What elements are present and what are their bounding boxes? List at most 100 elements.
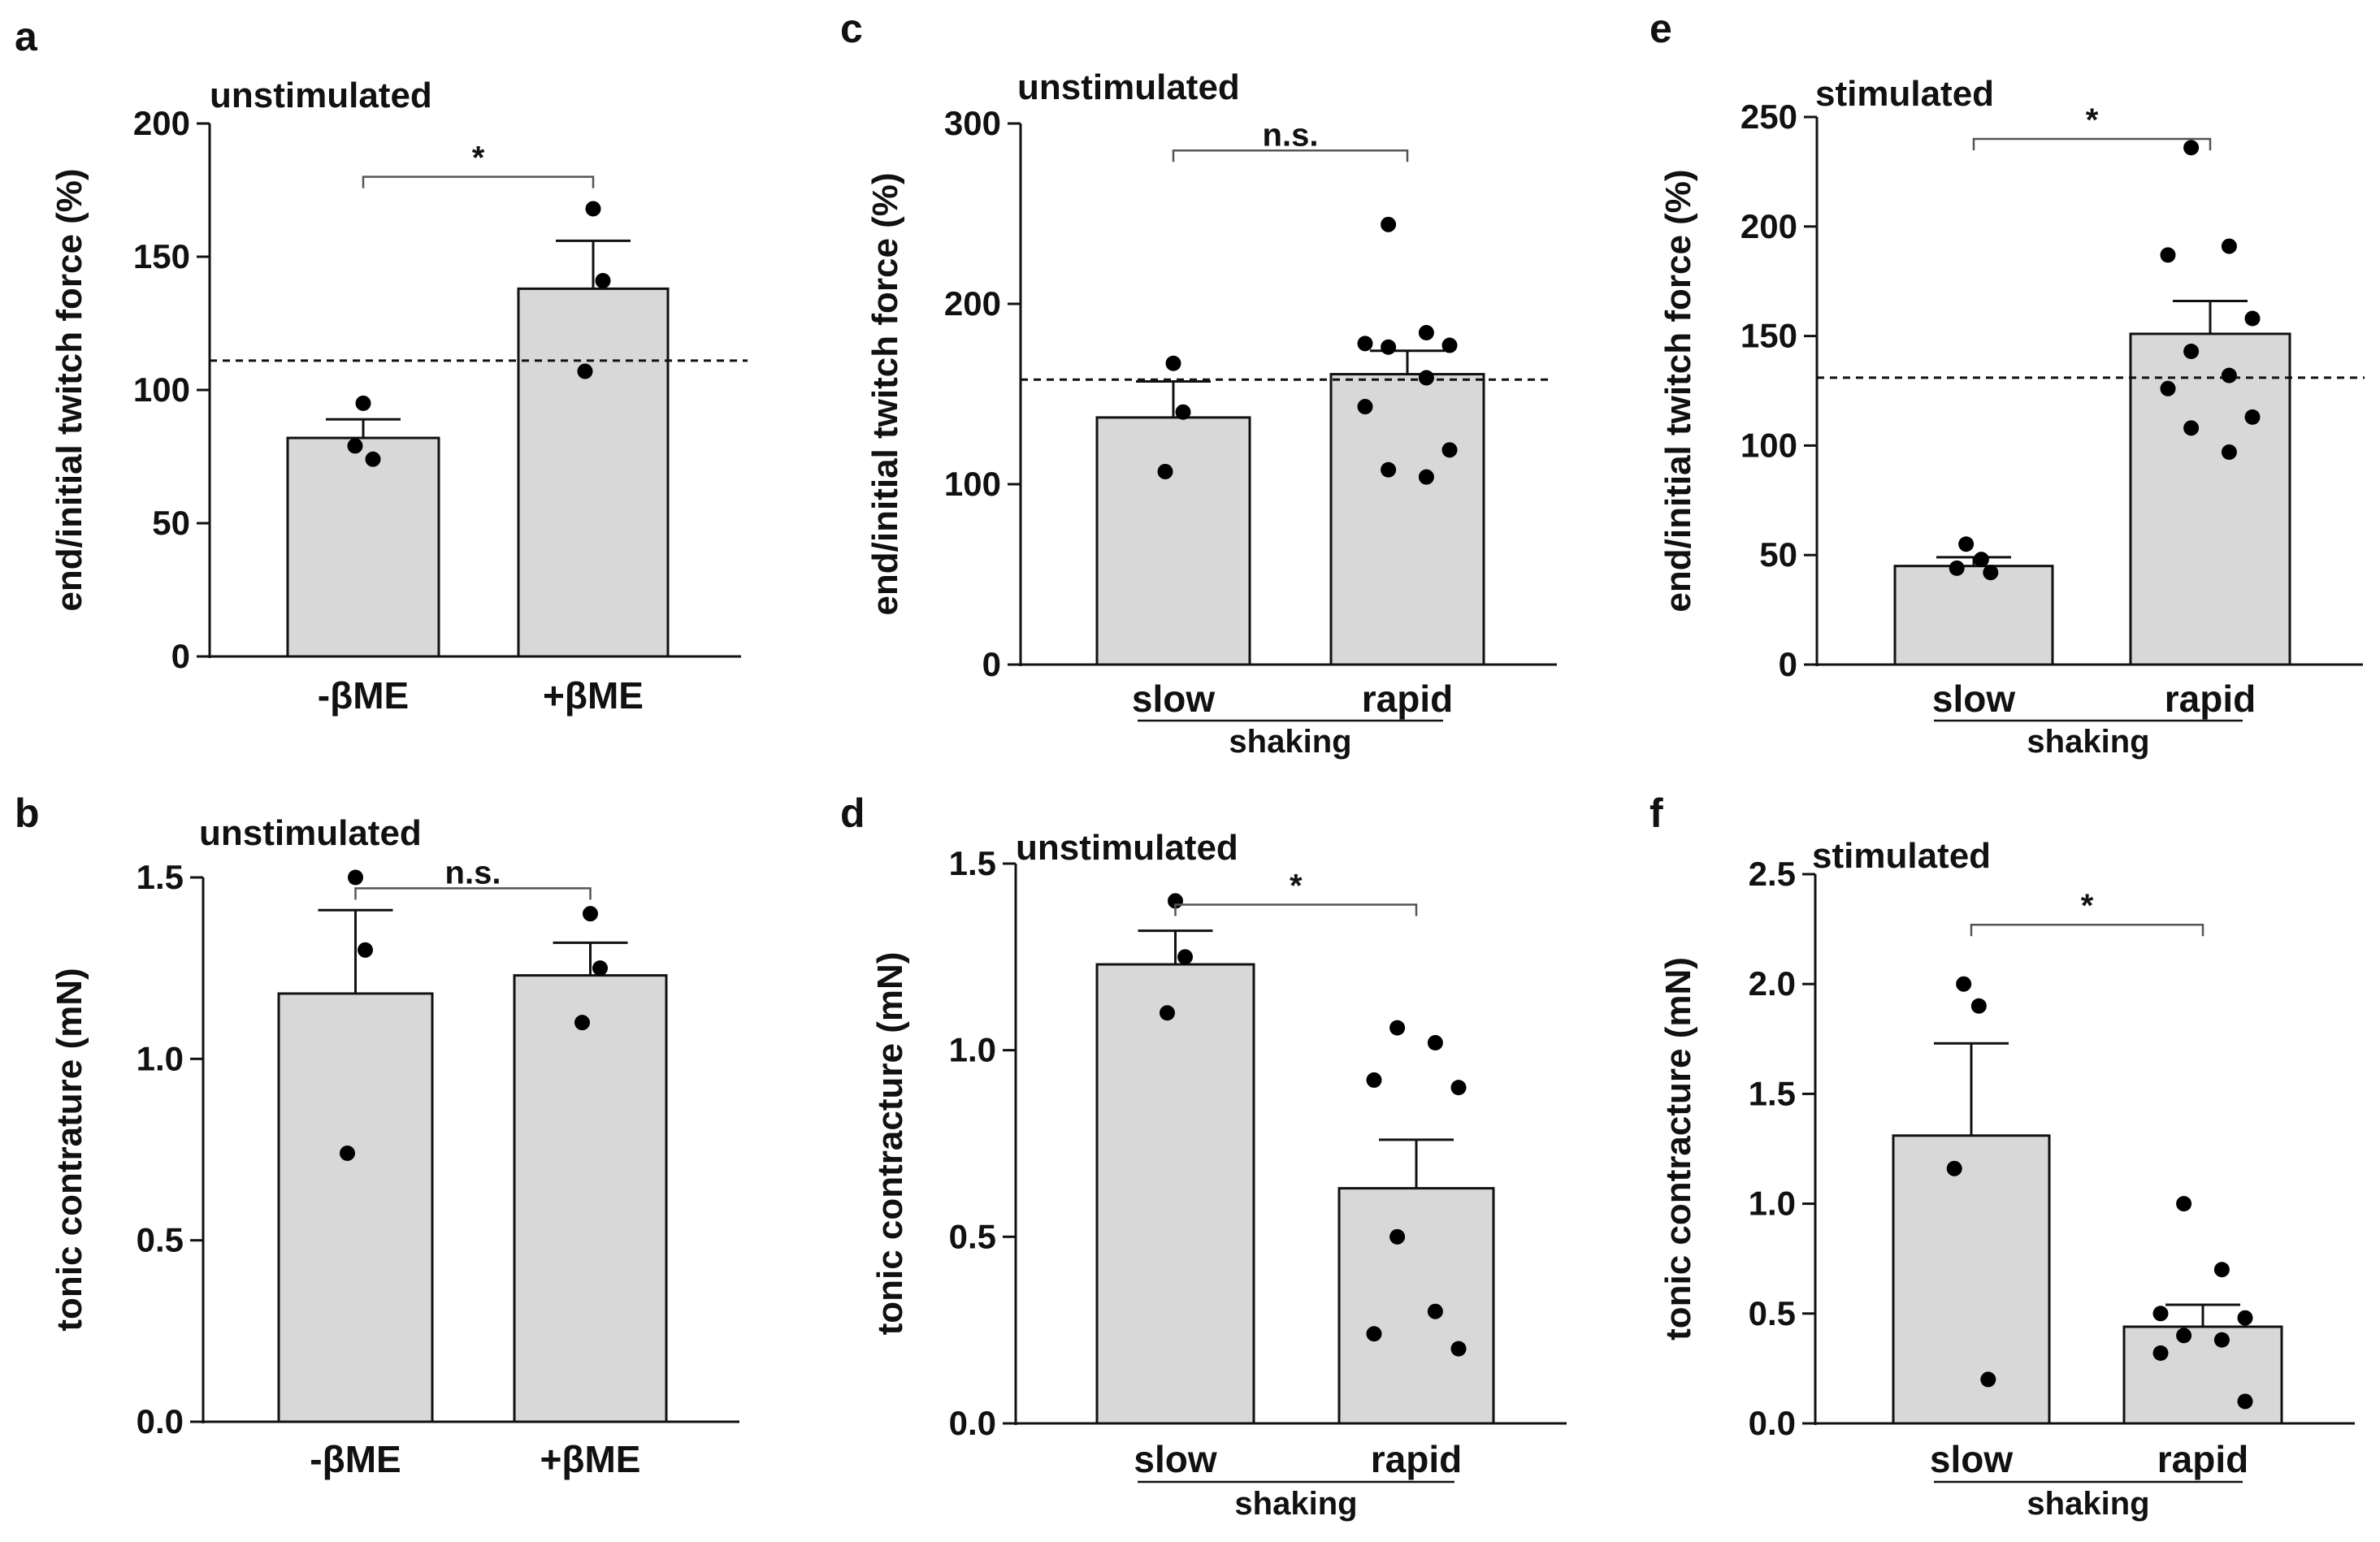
- category-label: rapid: [1371, 1438, 1462, 1480]
- data-point: [1160, 1005, 1175, 1021]
- y-tick-label: 100: [944, 465, 1001, 503]
- data-point: [2237, 1310, 2253, 1326]
- y-axis-label: tonic contrature (mN): [50, 968, 89, 1331]
- data-point: [574, 1015, 590, 1031]
- significance-label: n.s.: [1263, 117, 1319, 153]
- bar-2: [1329, 373, 1485, 666]
- y-tick-label: 1.5: [137, 858, 184, 896]
- data-point: [1427, 1303, 1443, 1319]
- group-label: shaking: [1229, 724, 1351, 760]
- y-tick-label: 2.0: [1749, 964, 1796, 1003]
- data-point: [1946, 1160, 1962, 1176]
- y-tick-label: 50: [152, 504, 190, 542]
- category-label: -βME: [310, 1438, 401, 1480]
- panel-letter: d: [840, 790, 865, 836]
- panel-letter: b: [15, 790, 40, 836]
- data-point: [1175, 404, 1191, 420]
- bar-1: [286, 436, 440, 658]
- significance-label: *: [1290, 868, 1303, 904]
- y-tick-label: 0.5: [949, 1217, 996, 1255]
- y-tick-label: 0: [982, 645, 1001, 683]
- y-axis-label: end/initial twitch force (%): [50, 168, 89, 611]
- data-point: [1956, 976, 1972, 992]
- data-point: [348, 869, 363, 886]
- data-point: [1949, 560, 1965, 576]
- panel-title: stimulated: [1812, 836, 1991, 876]
- significance-bracket: [1174, 903, 1418, 916]
- y-tick-label: 0.5: [1749, 1294, 1796, 1332]
- y-tick-label: 1.0: [137, 1039, 184, 1077]
- y-axis-label: tonic contracture (mN): [1658, 957, 1698, 1341]
- category-label: slow: [1132, 678, 1215, 720]
- data-point: [2221, 367, 2237, 383]
- data-point: [1980, 1371, 1996, 1388]
- data-point: [1418, 469, 1434, 485]
- panel-a: a unstimulated 0 50 100 150 200 end/initial twi…: [15, 14, 748, 717]
- bar-1: [1893, 565, 2054, 666]
- group-label: shaking: [2027, 724, 2149, 760]
- bar-2: [2122, 1325, 2283, 1425]
- y-tick-label: 0.0: [1749, 1404, 1796, 1442]
- data-point: [592, 960, 608, 977]
- significance-bracket: [354, 887, 592, 900]
- significance-bracket: [362, 175, 595, 188]
- data-point: [340, 1145, 355, 1161]
- data-point: [1418, 370, 1434, 386]
- y-axis-label: end/initial twitch force (%): [1658, 169, 1698, 612]
- panel-letter: a: [15, 14, 38, 59]
- y-tick-label: 50: [1759, 535, 1797, 574]
- data-point: [1441, 442, 1458, 458]
- data-point: [2237, 1393, 2253, 1410]
- bar-1: [1095, 416, 1251, 666]
- data-point: [2183, 420, 2200, 436]
- data-point: [1389, 1228, 1406, 1245]
- y-tick-label: 150: [1741, 317, 1797, 355]
- data-point: [1381, 216, 1397, 232]
- bar-1: [1095, 963, 1255, 1425]
- group-label: shaking: [2027, 1486, 2149, 1522]
- y-tick-label: 200: [944, 284, 1001, 323]
- bar-2: [2129, 332, 2291, 666]
- data-point: [1450, 1341, 1467, 1357]
- bar-2: [517, 287, 670, 658]
- y-tick-label: 0: [1779, 645, 1797, 683]
- data-point: [2183, 343, 2200, 359]
- panel-e: e stimulated 0 50 100 150 200 250 end/initial tw…: [1650, 6, 2365, 760]
- significance-bracket: [1172, 149, 1409, 162]
- data-point: [577, 363, 593, 379]
- data-point: [1165, 355, 1181, 371]
- panel-d: d unstimulated 0.0 0.5 1.0 1.5 tonic contractu…: [840, 790, 1567, 1522]
- bar-1: [1892, 1134, 2051, 1425]
- panel-c: c unstimulated 0 100 200 300 end/initial twitc…: [840, 6, 1557, 760]
- y-tick-label: 200: [1741, 207, 1797, 245]
- data-point: [583, 906, 598, 922]
- panel-title: stimulated: [1815, 74, 1994, 114]
- data-point: [2152, 1345, 2169, 1361]
- data-point: [2176, 1196, 2192, 1212]
- data-point: [2244, 409, 2261, 425]
- y-tick-label: 1.0: [1749, 1185, 1796, 1223]
- data-point: [1157, 463, 1173, 479]
- panel-letter: c: [840, 6, 863, 51]
- data-point: [1381, 339, 1397, 355]
- y-tick-label: 1.0: [949, 1031, 996, 1069]
- data-point: [2176, 1328, 2192, 1344]
- data-point: [2160, 247, 2176, 263]
- panel-title: unstimulated: [1017, 67, 1240, 107]
- bar-1: [277, 992, 434, 1423]
- panel-f: f stimulated 0.0 0.5 1.0 1.5 2.0 2.5 tonic contr…: [1650, 790, 2355, 1522]
- y-tick-label: 100: [1741, 426, 1797, 464]
- y-tick-label: 200: [133, 104, 190, 142]
- bar-2: [513, 974, 668, 1423]
- category-label: slow: [1930, 1438, 2013, 1480]
- data-point: [1357, 336, 1373, 352]
- data-point: [1958, 536, 1975, 552]
- data-point: [1427, 1034, 1443, 1050]
- data-point: [1441, 337, 1458, 353]
- category-label: +βME: [543, 674, 644, 717]
- data-point: [2152, 1306, 2169, 1322]
- significance-bracket: [1972, 137, 2212, 150]
- panel-b: b unstimulated 0.0 0.5 1.0 1.5 tonic contratur…: [15, 790, 739, 1480]
- category-label: slow: [1134, 1438, 1216, 1480]
- category-label: slow: [1932, 678, 2015, 720]
